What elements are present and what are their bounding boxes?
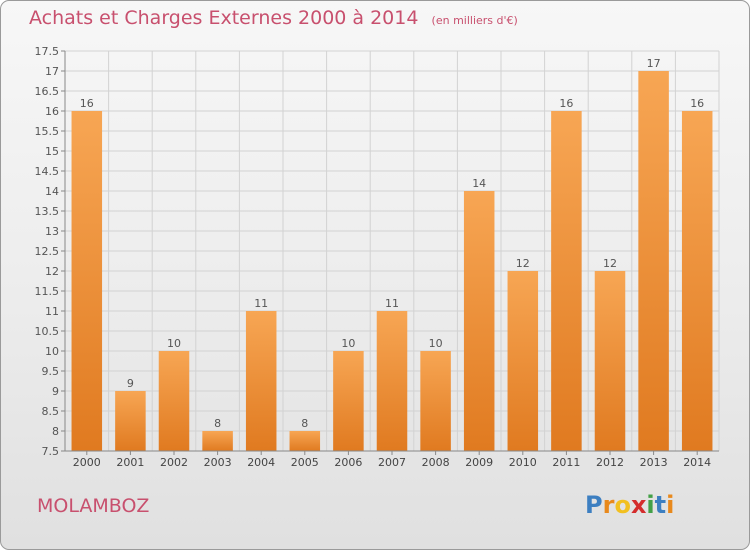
- bar: [289, 431, 321, 451]
- commune-name: MOLAMBOZ: [37, 495, 150, 517]
- bar-value-label: 10: [429, 337, 443, 350]
- logo-letter: i: [666, 491, 675, 519]
- bar-value-label: 8: [301, 417, 308, 430]
- bar-value-label: 11: [254, 297, 268, 310]
- x-tick-label: 2013: [640, 456, 668, 469]
- y-tick-label: 10.5: [35, 325, 60, 338]
- x-tick-label: 2007: [378, 456, 406, 469]
- proxiti-logo: Proxiti: [585, 491, 674, 519]
- bar-value-label: 9: [127, 377, 134, 390]
- y-tick-label: 11.5: [35, 285, 60, 298]
- x-tick-label: 2009: [465, 456, 493, 469]
- bar: [158, 351, 190, 451]
- y-tick-label: 12: [45, 265, 59, 278]
- y-tick-label: 14.5: [35, 165, 60, 178]
- bar-value-label: 11: [385, 297, 399, 310]
- x-tick-label: 2004: [247, 456, 275, 469]
- y-tick-label: 9: [52, 385, 59, 398]
- chart-title: Achats et Charges Externes 2000 à 2014: [29, 7, 419, 29]
- x-tick-label: 2011: [552, 456, 580, 469]
- x-tick-label: 2010: [509, 456, 537, 469]
- logo-letter: o: [614, 491, 631, 519]
- chart-subtitle: (en milliers d'€): [431, 14, 518, 27]
- logo-letter: r: [602, 491, 615, 519]
- logo-letter: x: [630, 491, 647, 519]
- bars: 16 9 10 8 11 8 10 11 10 14 12 16 12 17 16: [71, 57, 713, 451]
- bar: [594, 271, 626, 451]
- bar: [420, 351, 451, 451]
- bar-value-label: 17: [647, 57, 661, 70]
- x-tick-label: 2008: [422, 456, 450, 469]
- y-tick-label: 10: [45, 345, 59, 358]
- y-tick-label: 15.5: [35, 125, 60, 138]
- title-row: Achats et Charges Externes 2000 à 2014 (…: [29, 7, 518, 29]
- y-tick-label: 17.5: [35, 45, 60, 58]
- bar: [681, 111, 713, 451]
- logo-letter: t: [654, 491, 667, 519]
- bar: [551, 111, 582, 451]
- bar: [463, 191, 495, 451]
- bar-value-label: 16: [80, 97, 94, 110]
- y-tick-label: 12.5: [35, 245, 60, 258]
- x-tick-label: 2006: [334, 456, 362, 469]
- bar-value-label: 12: [516, 257, 530, 270]
- bar: [245, 311, 277, 451]
- bar-value-label: 16: [559, 97, 573, 110]
- y-tick-label: 16: [45, 105, 59, 118]
- y-tick-label: 8: [52, 425, 59, 438]
- axes: 7.5 8 8.5 9 9.5 10 10.5 11 11.5 12 12.5 13 13.5 14 14.…: [35, 45, 719, 469]
- y-tick-label: 13.5: [35, 205, 60, 218]
- x-tick-label: 2000: [73, 456, 101, 469]
- y-tick-label: 16.5: [35, 85, 60, 98]
- bar-value-label: 16: [690, 97, 704, 110]
- bar-value-label: 12: [603, 257, 617, 270]
- bar: [376, 311, 408, 451]
- bar: [507, 271, 539, 451]
- y-tick-label: 11: [45, 305, 59, 318]
- bar-value-label: 14: [472, 177, 486, 190]
- x-tick-label: 2002: [160, 456, 188, 469]
- y-tick-label: 15: [45, 145, 59, 158]
- bar: [638, 71, 669, 451]
- logo-letter: P: [585, 491, 603, 519]
- y-tick-label: 17: [45, 65, 59, 78]
- y-tick-label: 8.5: [42, 405, 60, 418]
- bar-value-label: 10: [341, 337, 355, 350]
- bar: [202, 431, 233, 451]
- y-tick-label: 9.5: [42, 365, 60, 378]
- bar: [333, 351, 364, 451]
- bar-value-label: 8: [214, 417, 221, 430]
- y-tick-label: 13: [45, 225, 59, 238]
- x-tick-label: 2014: [683, 456, 711, 469]
- x-tick-label: 2005: [291, 456, 319, 469]
- logo-letter: i: [646, 491, 655, 519]
- x-tick-label: 2003: [204, 456, 232, 469]
- x-tick-label: 2001: [116, 456, 144, 469]
- bar: [115, 391, 146, 451]
- bar-value-label: 10: [167, 337, 181, 350]
- bar: [71, 111, 103, 451]
- x-tick-label: 2012: [596, 456, 624, 469]
- y-tick-label: 7.5: [42, 445, 60, 458]
- y-tick-label: 14: [45, 185, 59, 198]
